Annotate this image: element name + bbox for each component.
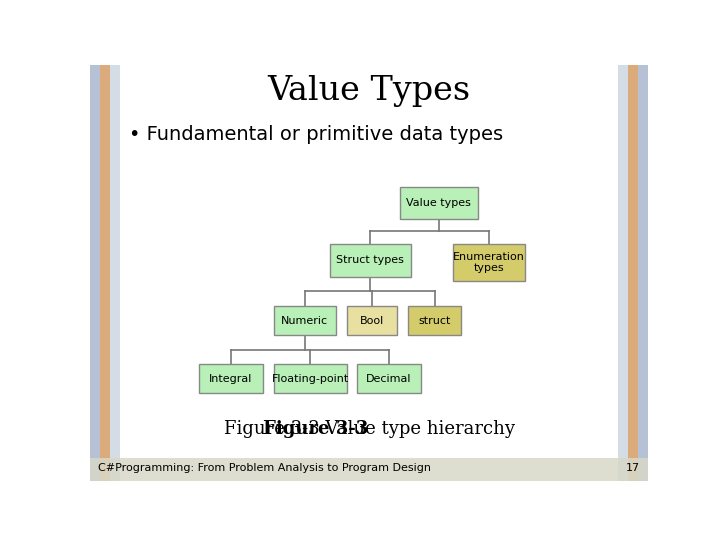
Bar — [110, 65, 120, 481]
Text: 17: 17 — [626, 463, 639, 473]
Text: Value Types: Value Types — [267, 75, 471, 107]
Text: Figure 3-3 Value type hierarchy: Figure 3-3 Value type hierarchy — [223, 420, 515, 438]
Bar — [638, 65, 648, 481]
Text: struct: struct — [418, 315, 451, 326]
Bar — [618, 65, 628, 481]
FancyBboxPatch shape — [408, 306, 461, 335]
Text: Decimal: Decimal — [366, 374, 412, 384]
Text: Floating-point: Floating-point — [271, 374, 349, 384]
Bar — [90, 458, 648, 481]
FancyBboxPatch shape — [400, 187, 478, 219]
Text: Figure 3-3: Figure 3-3 — [264, 420, 369, 438]
FancyBboxPatch shape — [274, 364, 347, 393]
FancyBboxPatch shape — [356, 364, 421, 393]
Text: Value types: Value types — [406, 198, 471, 208]
FancyBboxPatch shape — [199, 364, 263, 393]
FancyBboxPatch shape — [274, 306, 336, 335]
Text: • Fundamental or primitive data types: • Fundamental or primitive data types — [129, 125, 503, 144]
Text: Figure 3-3 Value type hierarchy: Figure 3-3 Value type hierarchy — [223, 420, 515, 438]
Text: C#Programming: From Problem Analysis to Program Design: C#Programming: From Problem Analysis to … — [99, 463, 431, 473]
Text: Bool: Bool — [360, 315, 384, 326]
Text: Numeric: Numeric — [282, 315, 328, 326]
FancyBboxPatch shape — [453, 244, 526, 281]
Text: Struct types: Struct types — [336, 255, 405, 265]
FancyBboxPatch shape — [347, 306, 397, 335]
Bar — [90, 65, 100, 481]
FancyBboxPatch shape — [330, 244, 411, 277]
Bar — [628, 65, 638, 481]
Text: Enumeration
types: Enumeration types — [453, 252, 525, 273]
Text: Integral: Integral — [210, 374, 253, 384]
Bar — [100, 65, 110, 481]
